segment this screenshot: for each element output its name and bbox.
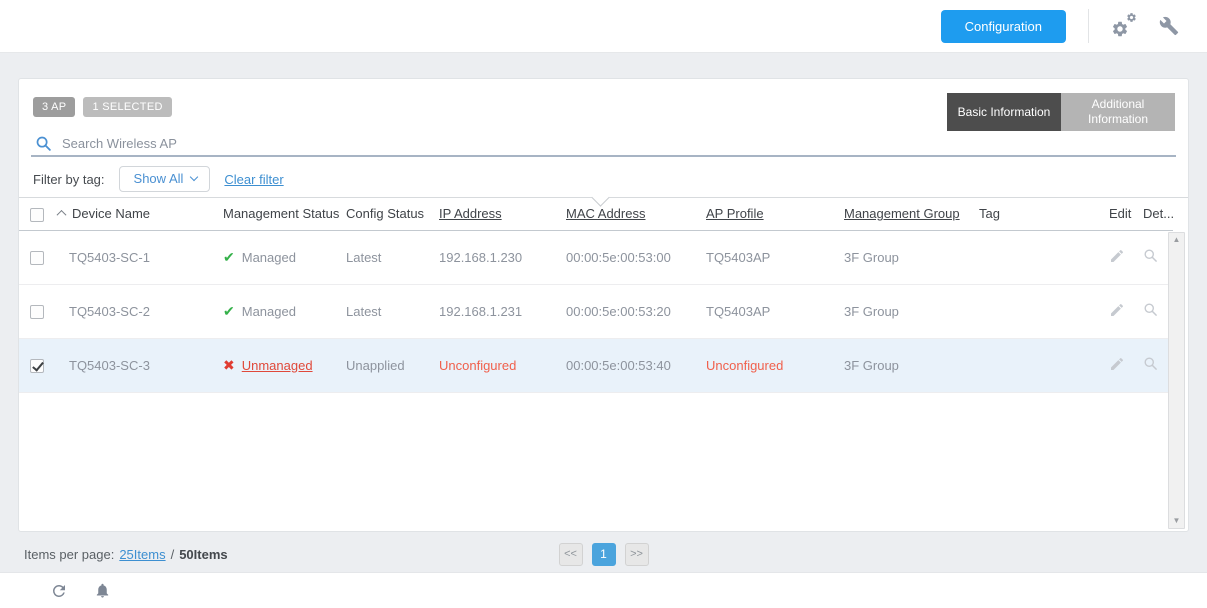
details-magnifier-icon[interactable] <box>1143 248 1158 266</box>
filter-row: Filter by tag: Show All Clear filter <box>33 165 284 193</box>
cell-config-status: Unapplied <box>346 338 439 393</box>
clear-filter-link[interactable]: Clear filter <box>224 171 284 187</box>
items-per-page: Items per page: 25Items / 50Items <box>24 547 228 562</box>
edit-pencil-icon[interactable] <box>1109 248 1125 267</box>
cell-ip-address: 192.168.1.230 <box>439 230 566 285</box>
cell-device-name: TQ5403-SC-2 <box>55 284 223 339</box>
top-bar: Configuration <box>0 0 1207 53</box>
items-25-link[interactable]: 25Items <box>119 547 166 562</box>
tag-filter-value: Show All <box>133 171 184 186</box>
scroll-up-icon[interactable]: ▲ <box>1172 235 1181 244</box>
cell-management-status: Managed <box>241 249 296 265</box>
col-edit: Edit <box>1109 198 1143 231</box>
col-management-status: Management Status <box>223 198 346 231</box>
col-device-name[interactable]: Device Name <box>72 206 151 222</box>
cell-management-status[interactable]: Unmanaged <box>241 357 313 373</box>
topbar-divider <box>1088 9 1089 43</box>
ap-table: Device Name Management Status Config Sta… <box>19 198 1173 393</box>
col-mac-address[interactable]: MAC Address <box>566 198 706 231</box>
info-tabs: Basic Information Additional Information <box>947 93 1175 131</box>
table-zone: Device Name Management Status Config Sta… <box>19 188 1188 531</box>
cell-management-group: 3F Group <box>844 230 979 285</box>
edit-pencil-icon[interactable] <box>1109 356 1125 375</box>
col-details: Det... <box>1143 198 1173 231</box>
cell-management-status: Managed <box>241 303 296 319</box>
configuration-button[interactable]: Configuration <box>940 9 1066 43</box>
row-checkbox[interactable] <box>30 304 44 319</box>
select-all-checkbox[interactable] <box>30 207 44 222</box>
tag-filter-dropdown[interactable]: Show All <box>118 166 211 192</box>
table-row[interactable]: TQ5403-SC-2 ✔ Managed Latest 192.168.1.23… <box>19 284 1173 339</box>
cell-management-group: 3F Group <box>844 284 979 339</box>
current-page-button[interactable]: 1 <box>591 543 616 566</box>
cell-ap-profile: TQ5403AP <box>706 230 844 285</box>
items-separator: / <box>170 547 175 562</box>
col-ap-profile[interactable]: AP Profile <box>706 198 844 231</box>
pagination-row: Items per page: 25Items / 50Items << 1 >… <box>18 541 1189 571</box>
table-row[interactable]: TQ5403-SC-3 ✖ Unmanaged Unapplied Unconfi… <box>19 338 1173 393</box>
search-input[interactable] <box>62 135 1176 151</box>
scroll-down-icon[interactable]: ▼ <box>1172 516 1181 525</box>
cell-tag <box>979 284 1109 339</box>
wireless-ap-panel: 3 AP 1 SELECTED Basic Information Additi… <box>18 78 1189 532</box>
cell-ap-profile: TQ5403AP <box>706 284 844 339</box>
row-checkbox[interactable] <box>30 358 44 373</box>
col-ip-address[interactable]: IP Address <box>439 198 566 231</box>
unmanaged-cross-icon: ✖ <box>223 356 235 373</box>
cell-mac-address: 00:00:5e:00:53:00 <box>566 230 706 285</box>
cell-mac-address: 00:00:5e:00:53:40 <box>566 338 706 393</box>
cell-tag <box>979 338 1109 393</box>
details-magnifier-icon[interactable] <box>1143 356 1158 374</box>
tab-additional-information[interactable]: Additional Information <box>1061 93 1175 131</box>
cell-management-group: 3F Group <box>844 338 979 393</box>
managed-check-icon: ✔ <box>223 302 235 319</box>
cell-config-status: Latest <box>346 284 439 339</box>
managed-check-icon: ✔ <box>223 248 235 265</box>
items-per-page-label: Items per page: <box>24 547 115 562</box>
filter-by-tag-label: Filter by tag: <box>33 171 105 187</box>
sort-asc-icon[interactable] <box>56 210 67 221</box>
prev-page-button[interactable]: << <box>558 543 583 566</box>
cell-ap-profile: Unconfigured <box>706 338 844 393</box>
pager-controls: << 1 >> <box>558 543 649 566</box>
tab-basic-information[interactable]: Basic Information <box>947 93 1061 131</box>
vertical-scrollbar[interactable]: ▲ ▼ <box>1168 232 1185 529</box>
cell-config-status: Latest <box>346 230 439 285</box>
next-page-button[interactable]: >> <box>624 543 649 566</box>
selected-count-badge: 1 SELECTED <box>83 97 172 117</box>
cell-mac-address: 00:00:5e:00:53:20 <box>566 284 706 339</box>
refresh-icon[interactable] <box>50 582 68 600</box>
bottom-bar <box>0 572 1207 608</box>
ap-count-badge: 3 AP <box>33 97 76 117</box>
search-bar <box>31 131 1176 157</box>
settings-gears-icon[interactable] <box>1111 13 1136 38</box>
col-config-status: Config Status <box>346 198 439 231</box>
bell-icon[interactable] <box>94 582 111 599</box>
cell-device-name: TQ5403-SC-3 <box>55 338 223 393</box>
details-magnifier-icon[interactable] <box>1143 302 1158 320</box>
edit-pencil-icon[interactable] <box>1109 302 1125 321</box>
wrench-icon[interactable] <box>1159 16 1179 36</box>
table-header-row: Device Name Management Status Config Sta… <box>19 198 1173 231</box>
cell-tag <box>979 230 1109 285</box>
items-50-label: 50Items <box>179 547 228 562</box>
cell-ip-address: 192.168.1.231 <box>439 284 566 339</box>
col-tag: Tag <box>979 198 1109 231</box>
count-badges: 3 AP 1 SELECTED <box>33 97 172 117</box>
cell-device-name: TQ5403-SC-1 <box>55 230 223 285</box>
search-icon <box>36 136 51 151</box>
chevron-down-icon <box>190 172 199 182</box>
cell-ip-address: Unconfigured <box>439 338 566 393</box>
table-row[interactable]: TQ5403-SC-1 ✔ Managed Latest 192.168.1.23… <box>19 230 1173 285</box>
col-management-group[interactable]: Management Group <box>844 198 979 231</box>
row-checkbox[interactable] <box>30 250 44 265</box>
